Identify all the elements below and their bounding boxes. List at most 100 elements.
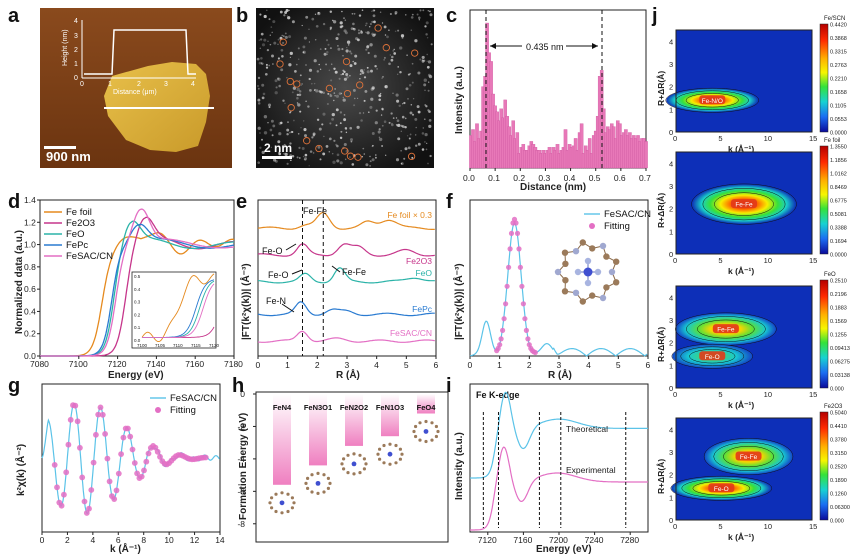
stem-dot	[260, 62, 263, 64]
stem-dot	[311, 17, 315, 21]
stem-dot	[329, 10, 333, 14]
contour-line	[671, 343, 753, 369]
stem-dot	[257, 76, 261, 80]
structure-atom	[322, 490, 326, 494]
stem-dot	[367, 51, 370, 55]
x-tick-label: 5	[718, 522, 722, 531]
stem-dot	[280, 68, 284, 72]
stem-dot	[352, 60, 354, 63]
stem-dot	[305, 64, 307, 66]
stem-dot	[341, 48, 344, 51]
stem-dot	[307, 105, 310, 108]
wavelet-ylabel: R+ΔR(Å)	[656, 71, 666, 106]
stem-dot	[319, 48, 322, 50]
stem-dot	[371, 86, 375, 90]
structure-atom	[268, 501, 272, 505]
inset-curve	[142, 283, 215, 338]
structure-atom	[362, 467, 366, 471]
stem-dot	[327, 92, 330, 95]
stem-dot	[313, 89, 316, 91]
stem-dot	[342, 55, 344, 57]
x-tick-label: 3	[557, 360, 562, 370]
single-atom-circle	[407, 152, 416, 161]
stem-dot	[277, 77, 281, 81]
atom	[603, 284, 610, 291]
stem-dot	[423, 78, 427, 82]
stem-dot	[308, 28, 310, 31]
stem-dot	[300, 126, 302, 129]
panel-h-ylabel: Formation Energy (eV)	[238, 413, 249, 520]
stem-dot	[299, 74, 302, 77]
stem-dot	[371, 20, 374, 24]
stem-dot	[312, 152, 315, 154]
structure-atom	[346, 453, 350, 457]
fit-point	[115, 470, 122, 477]
fit-point	[523, 327, 530, 333]
x-tick-label: 7160	[513, 535, 532, 545]
stem-dot	[291, 154, 295, 158]
stem-dot	[313, 82, 316, 85]
x-tick-label: 0	[673, 390, 677, 399]
structure-fe-atom	[423, 429, 429, 434]
stem-dot	[318, 127, 322, 131]
stem-dot	[302, 51, 305, 54]
stem-dot	[333, 67, 336, 70]
stem-dot	[276, 77, 280, 80]
stem-dot	[343, 70, 346, 74]
curve-label: FeSAC/CN	[390, 328, 432, 338]
y-tick-label: 0.8	[24, 262, 36, 272]
stem-dot	[328, 150, 331, 153]
x-tick-label: 5	[718, 256, 722, 265]
stem-dot	[337, 47, 341, 51]
stem-dot	[417, 110, 421, 114]
stem-dot	[353, 104, 356, 107]
stem-dot	[267, 121, 269, 124]
colorbar-tick-label: 0.06300	[830, 505, 850, 511]
stem-dot	[379, 11, 382, 14]
stem-dot	[397, 66, 399, 68]
stem-dot	[399, 46, 403, 50]
stem-dot	[303, 158, 306, 160]
n-atom	[584, 279, 592, 287]
stem-dot	[280, 121, 283, 125]
stem-dot	[315, 89, 319, 93]
stem-dot	[373, 54, 377, 58]
stem-dot	[374, 156, 377, 159]
panel-c-xlabel: Distance (nm)	[520, 182, 586, 193]
stem-dot	[379, 137, 383, 142]
stem-dot	[344, 127, 348, 130]
stem-dot	[424, 141, 426, 143]
stem-dot	[359, 73, 362, 76]
colorbar-tick-label: 0.1255	[830, 333, 847, 339]
y-tick-label: 0	[669, 516, 673, 525]
stem-dot	[284, 102, 286, 105]
atom	[599, 294, 607, 302]
stem-dot	[414, 39, 418, 43]
stem-dot	[372, 87, 375, 90]
legend-label: FeO	[66, 229, 84, 240]
wavelet-xlabel: k (Å⁻¹)	[728, 266, 754, 276]
structure-atom	[358, 471, 362, 475]
wavelet-xlabel: k (Å⁻¹)	[728, 400, 754, 410]
stem-dot	[366, 70, 370, 74]
structure-atom	[434, 434, 438, 439]
stem-dot	[318, 63, 320, 66]
stem-dot	[332, 19, 334, 22]
colorbar-tick-label: 0.2763	[830, 63, 847, 69]
stem-dot	[272, 20, 276, 24]
stem-dot	[283, 153, 285, 155]
stem-dot	[344, 158, 347, 161]
stem-dot	[401, 103, 404, 105]
y-tick-label: 1	[669, 361, 673, 370]
stem-dot	[332, 20, 337, 24]
x-tick-label: 1	[285, 360, 290, 370]
stem-dot	[421, 132, 425, 135]
stem-dot	[278, 151, 281, 154]
stem-dot	[274, 91, 278, 95]
stem-dot	[301, 83, 303, 85]
structure-atom	[270, 496, 274, 500]
stem-dot	[272, 63, 274, 65]
wavelet-frame	[675, 285, 813, 389]
